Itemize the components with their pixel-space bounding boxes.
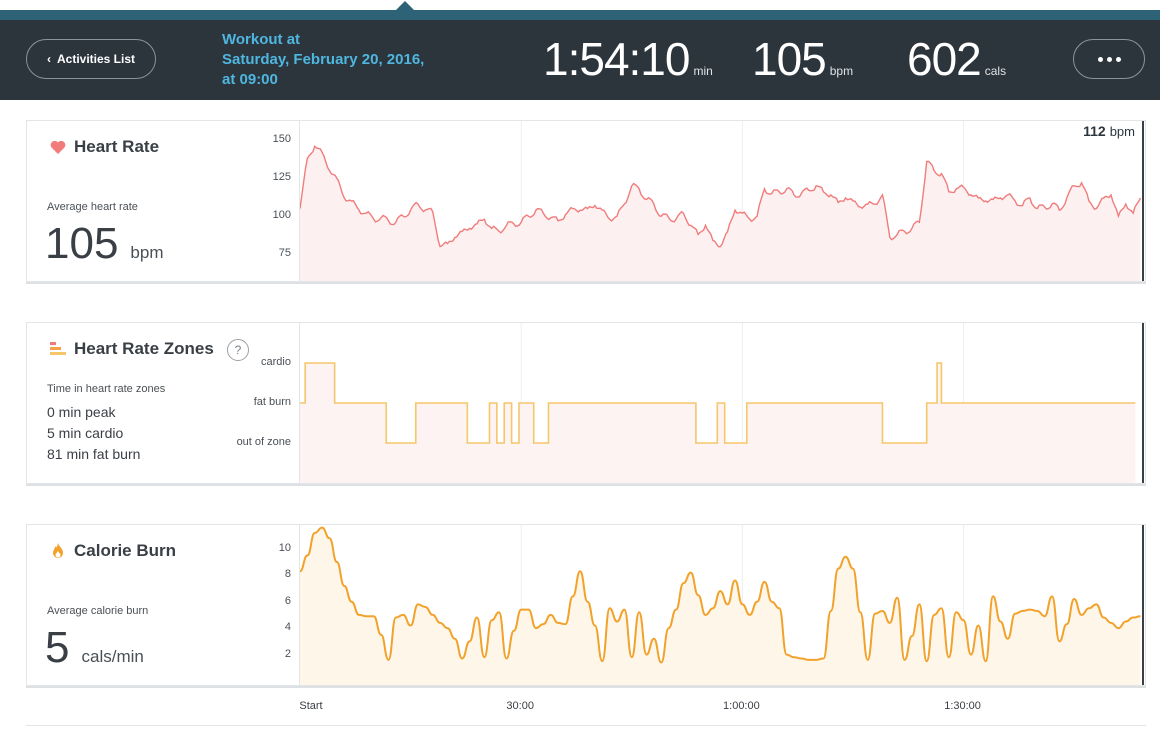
ellipsis-dot xyxy=(1106,56,1112,62)
zones-title: Heart Rate Zones xyxy=(74,339,214,358)
activities-list-button[interactable]: ‹ Activities List xyxy=(26,39,156,79)
zones-info: Heart Rate Zones ? Time in heart rate zo… xyxy=(27,323,299,483)
heart-rate-subtitle: Average heart rate xyxy=(47,201,138,213)
heart-rate-y-tick: 150 xyxy=(272,133,291,146)
help-icon[interactable]: ? xyxy=(227,339,249,361)
activities-list-label: Activities List xyxy=(56,52,136,66)
zones-chart-svg xyxy=(300,323,1144,483)
calorie-average: 5 cals/min xyxy=(45,623,144,673)
heart-rate-peak-label: 112 bpm xyxy=(1083,123,1135,139)
heart-rate-area xyxy=(300,146,1141,281)
workout-title-line2: Saturday, February 20, 2016, xyxy=(222,51,425,68)
x-axis-tick: 1:00:00 xyxy=(723,700,760,712)
calorie-title: Calorie Burn xyxy=(74,541,177,560)
heart-rate-line xyxy=(300,144,1142,248)
zone-peak-time: 0 min peak xyxy=(47,404,116,420)
heart-icon xyxy=(50,140,66,154)
heart-rate-stat: 105 bpm xyxy=(752,30,853,88)
calorie-chart-svg xyxy=(300,525,1144,685)
heart-rate-average-value: 105 xyxy=(45,219,119,268)
active-indicator-notch xyxy=(395,1,415,11)
calorie-y-tick: 6 xyxy=(284,594,291,607)
x-axis-tick: 30:00 xyxy=(506,700,534,712)
heart-rate-y-tick: 75 xyxy=(278,247,291,260)
zones-chart[interactable] xyxy=(299,323,1145,483)
top-accent-bar xyxy=(0,10,1160,20)
calorie-line xyxy=(300,526,1141,664)
zone-fat-burn-time: 81 min fat burn xyxy=(47,446,141,462)
calorie-y-tick: 4 xyxy=(284,621,291,634)
x-axis-tick: 1:30:00 xyxy=(944,700,981,712)
workout-title-line1: Workout at xyxy=(222,31,301,48)
heart-rate-zones-panel: Heart Rate Zones ? Time in heart rate zo… xyxy=(26,322,1146,484)
time-x-axis: Start 30:00 1:00:00 1:30:00 xyxy=(26,690,1146,726)
calories-unit: cals xyxy=(984,64,1007,78)
zone-cardio-time: 5 min cardio xyxy=(47,425,124,441)
heart-rate-info: Heart Rate Average heart rate 105 bpm 15… xyxy=(27,121,299,281)
duration-unit: min xyxy=(693,64,713,78)
calorie-y-tick: 2 xyxy=(284,647,291,660)
duration-value: 1:54:10 xyxy=(543,33,690,85)
ellipsis-dot xyxy=(1115,56,1121,62)
calorie-chart[interactable] xyxy=(299,525,1145,685)
heart-rate-peak-value: 112 xyxy=(1083,123,1106,139)
duration-stat: 1:54:10 min xyxy=(543,30,713,88)
workout-title-line3: at 09:00 xyxy=(222,71,278,88)
calorie-y-tick: 8 xyxy=(284,568,291,581)
zones-y-tick: fat burn xyxy=(253,396,291,408)
heart-rate-y-tick: 125 xyxy=(272,171,291,184)
heart-rate-title: Heart Rate xyxy=(74,137,160,156)
workout-header: ‹ Activities List Workout at Saturday, F… xyxy=(0,20,1160,100)
zones-y-tick: cardio xyxy=(261,356,291,368)
heart-rate-chart-svg xyxy=(300,121,1144,281)
calorie-y-tick: 10 xyxy=(278,541,291,554)
top-strip xyxy=(0,0,1160,20)
calorie-average-unit: cals/min xyxy=(81,647,144,666)
flame-icon xyxy=(53,543,63,558)
calorie-burn-panel: Calorie Burn Average calorie burn 5 cals… xyxy=(26,524,1146,686)
heart-rate-peak-unit: bpm xyxy=(1109,124,1135,139)
heart-rate-average-unit: bpm xyxy=(130,243,164,262)
heart-rate-panel: Heart Rate Average heart rate 105 bpm 15… xyxy=(26,120,1146,282)
chevron-left-icon: ‹ xyxy=(46,52,51,66)
calorie-subtitle: Average calorie burn xyxy=(47,605,149,617)
calories-value: 602 xyxy=(907,33,982,85)
calorie-info: Calorie Burn Average calorie burn 5 cals… xyxy=(27,525,299,685)
heart-rate-y-tick: 100 xyxy=(272,209,291,222)
heart-rate-value: 105 xyxy=(752,33,827,85)
ellipsis-icon xyxy=(1097,56,1103,62)
workout-title: Workout at Saturday, February 20, 2016, … xyxy=(222,30,462,90)
zones-subtitle: Time in heart rate zones xyxy=(47,383,166,395)
calories-stat: 602 cals xyxy=(907,30,1006,88)
heart-rate-unit: bpm xyxy=(829,64,854,78)
zones-icon xyxy=(50,342,66,355)
x-axis-tick: Start xyxy=(299,700,323,712)
heart-rate-average: 105 bpm xyxy=(45,219,164,269)
zones-y-tick: out of zone xyxy=(236,436,291,448)
calorie-average-value: 5 xyxy=(45,623,70,672)
zones-line xyxy=(300,362,1136,444)
heart-rate-chart[interactable]: 112 bpm xyxy=(299,121,1145,281)
more-options-button[interactable] xyxy=(1073,39,1145,79)
